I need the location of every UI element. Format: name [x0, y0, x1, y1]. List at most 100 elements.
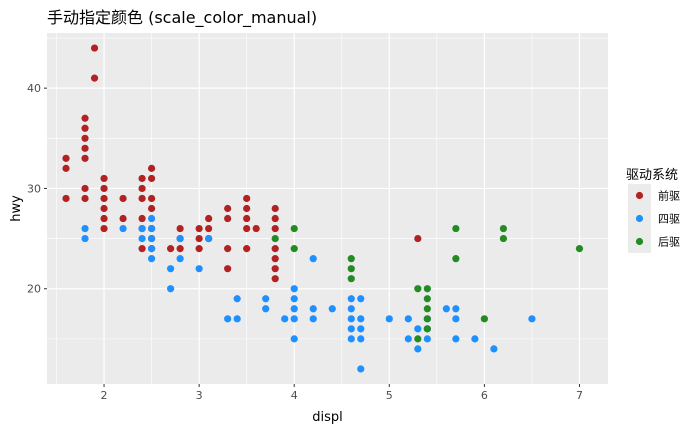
data-point	[195, 224, 203, 233]
data-point	[347, 315, 355, 323]
data-point	[167, 265, 175, 273]
data-point	[452, 255, 460, 263]
data-point	[442, 305, 450, 313]
data-point	[233, 315, 241, 323]
x-tick-label: 5	[386, 389, 393, 402]
legend-key-marker	[635, 237, 644, 246]
legend-key-marker	[635, 191, 644, 200]
data-point	[224, 214, 232, 223]
x-tick-label: 4	[291, 389, 298, 402]
data-point	[81, 224, 89, 233]
x-tick-label: 3	[196, 389, 203, 402]
data-point	[119, 194, 127, 203]
data-point	[423, 295, 431, 303]
data-point	[138, 184, 146, 193]
data-point	[62, 164, 70, 172]
data-point	[167, 245, 175, 253]
data-point	[147, 255, 156, 263]
data-point	[100, 184, 108, 193]
data-point	[138, 245, 146, 253]
data-point	[90, 44, 99, 52]
data-point	[290, 224, 298, 233]
data-point	[252, 224, 260, 233]
data-point	[347, 275, 355, 283]
data-point	[423, 285, 431, 293]
data-point	[290, 315, 298, 323]
y-tick-label: 40	[27, 82, 41, 95]
data-point	[176, 255, 184, 263]
data-point	[147, 204, 156, 213]
data-point	[414, 335, 422, 343]
data-point	[357, 335, 365, 343]
data-point	[176, 224, 184, 233]
data-point	[243, 194, 251, 203]
data-point	[167, 285, 175, 293]
legend-label: 前驱	[658, 189, 680, 203]
data-point	[347, 295, 355, 303]
data-point	[90, 74, 99, 82]
data-point	[147, 245, 156, 253]
plot-panel	[47, 33, 608, 384]
data-point	[471, 335, 479, 343]
data-point	[281, 315, 289, 323]
data-point	[309, 255, 317, 263]
data-point	[81, 114, 89, 122]
data-point	[385, 315, 393, 323]
data-point	[271, 265, 279, 273]
data-point	[138, 214, 146, 223]
legend-label: 四驱	[658, 213, 680, 226]
data-point	[138, 224, 146, 233]
chart-title: 手动指定颜色 (scale_color_manual)	[47, 8, 317, 28]
data-point	[347, 335, 355, 343]
data-point	[195, 234, 203, 243]
data-point	[271, 245, 279, 253]
data-point	[290, 295, 298, 303]
data-point	[100, 194, 108, 203]
data-point	[290, 245, 298, 253]
data-point	[176, 245, 184, 253]
data-point	[138, 194, 146, 203]
legend-label: 后驱	[658, 236, 680, 249]
data-point	[62, 194, 70, 203]
data-point	[290, 285, 298, 293]
x-tick-label: 6	[481, 389, 488, 402]
data-point	[271, 275, 279, 283]
data-point	[271, 214, 279, 223]
data-point	[262, 295, 270, 303]
data-point	[404, 335, 412, 343]
data-point	[243, 245, 251, 253]
data-point	[499, 224, 508, 233]
legend-key-marker	[635, 214, 644, 223]
data-point	[147, 234, 156, 243]
data-point	[100, 204, 108, 213]
data-point	[290, 305, 298, 313]
data-point	[81, 154, 89, 162]
data-point	[528, 315, 536, 323]
data-point	[81, 194, 89, 203]
data-point	[233, 295, 241, 303]
data-point	[224, 204, 232, 213]
data-points	[62, 44, 584, 373]
data-point	[452, 305, 460, 313]
data-point	[414, 345, 422, 353]
data-point	[271, 234, 279, 243]
data-point	[414, 325, 422, 333]
data-point	[205, 224, 213, 233]
data-point	[205, 234, 213, 243]
data-point	[81, 134, 89, 142]
data-point	[575, 245, 584, 253]
data-point	[271, 224, 279, 233]
data-point	[414, 285, 422, 293]
data-point	[176, 234, 184, 243]
data-point	[243, 204, 251, 213]
data-point	[271, 255, 279, 263]
minor-gridlines	[47, 33, 608, 384]
data-point	[423, 305, 431, 313]
data-point	[147, 194, 156, 203]
data-point	[328, 305, 336, 313]
data-point	[452, 315, 460, 323]
data-point	[347, 265, 355, 273]
data-point	[195, 245, 203, 253]
